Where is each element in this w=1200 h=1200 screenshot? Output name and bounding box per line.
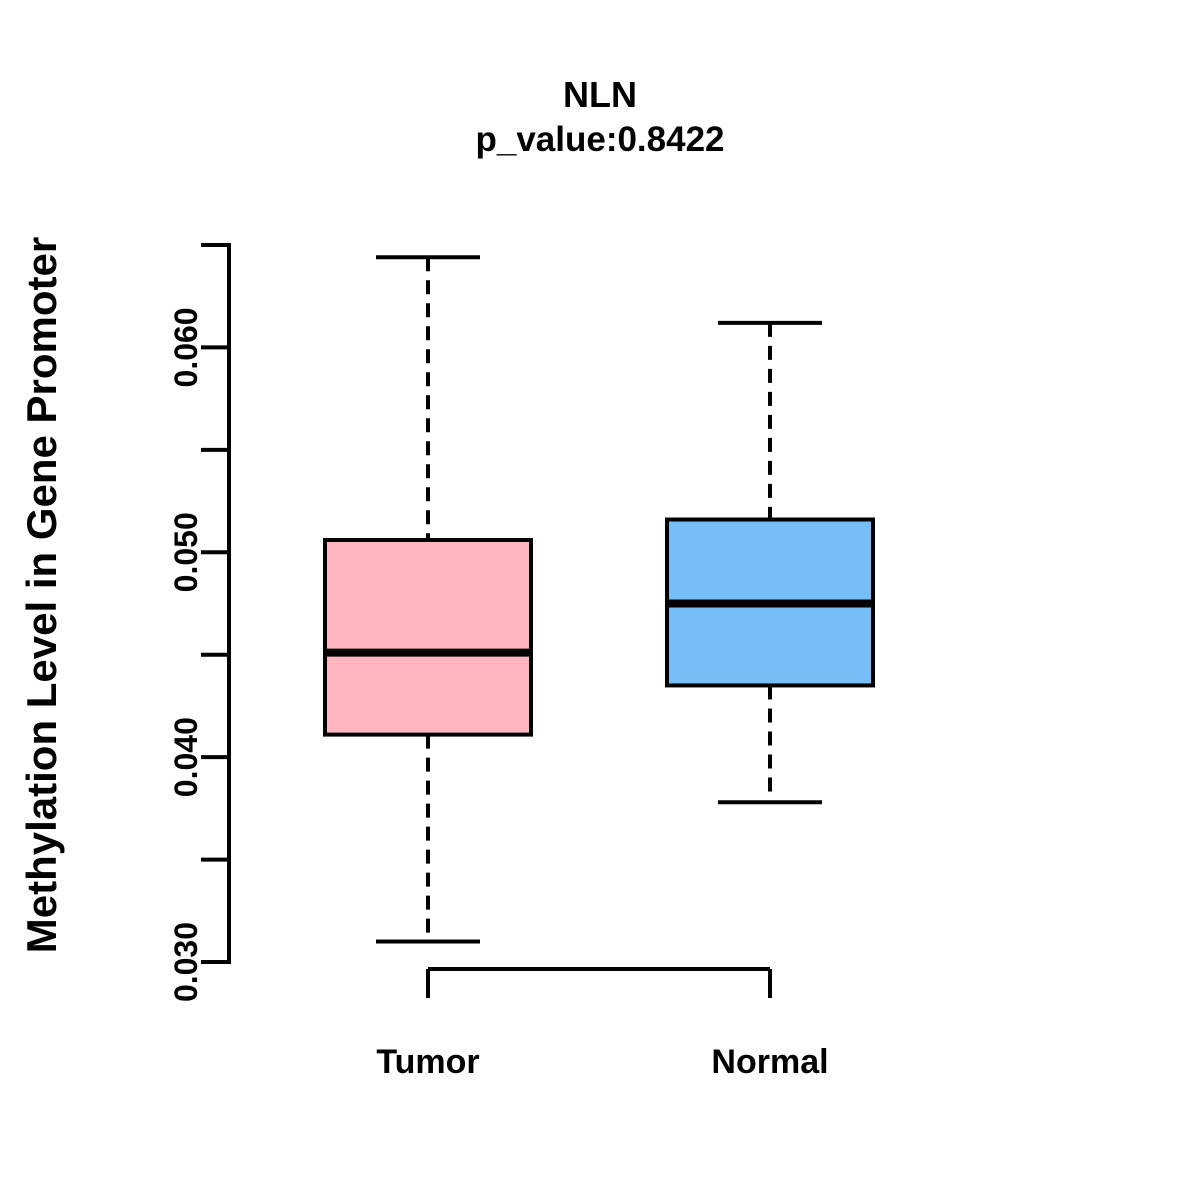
x-axis-label-tumor: Tumor	[376, 1043, 479, 1081]
tumor-box	[323, 537, 533, 737]
y-axis-tick-label: 0.050	[168, 512, 204, 592]
chart-title: NLN	[563, 74, 637, 115]
y-axis-tick-label: 0.060	[168, 307, 204, 387]
y-axis-tick-label: 0.030	[168, 922, 204, 1002]
chart-subtitle: p_value:0.8422	[475, 120, 725, 159]
y-axis-tick-label: 0.040	[168, 717, 204, 797]
x-axis-label-normal: Normal	[711, 1043, 828, 1081]
